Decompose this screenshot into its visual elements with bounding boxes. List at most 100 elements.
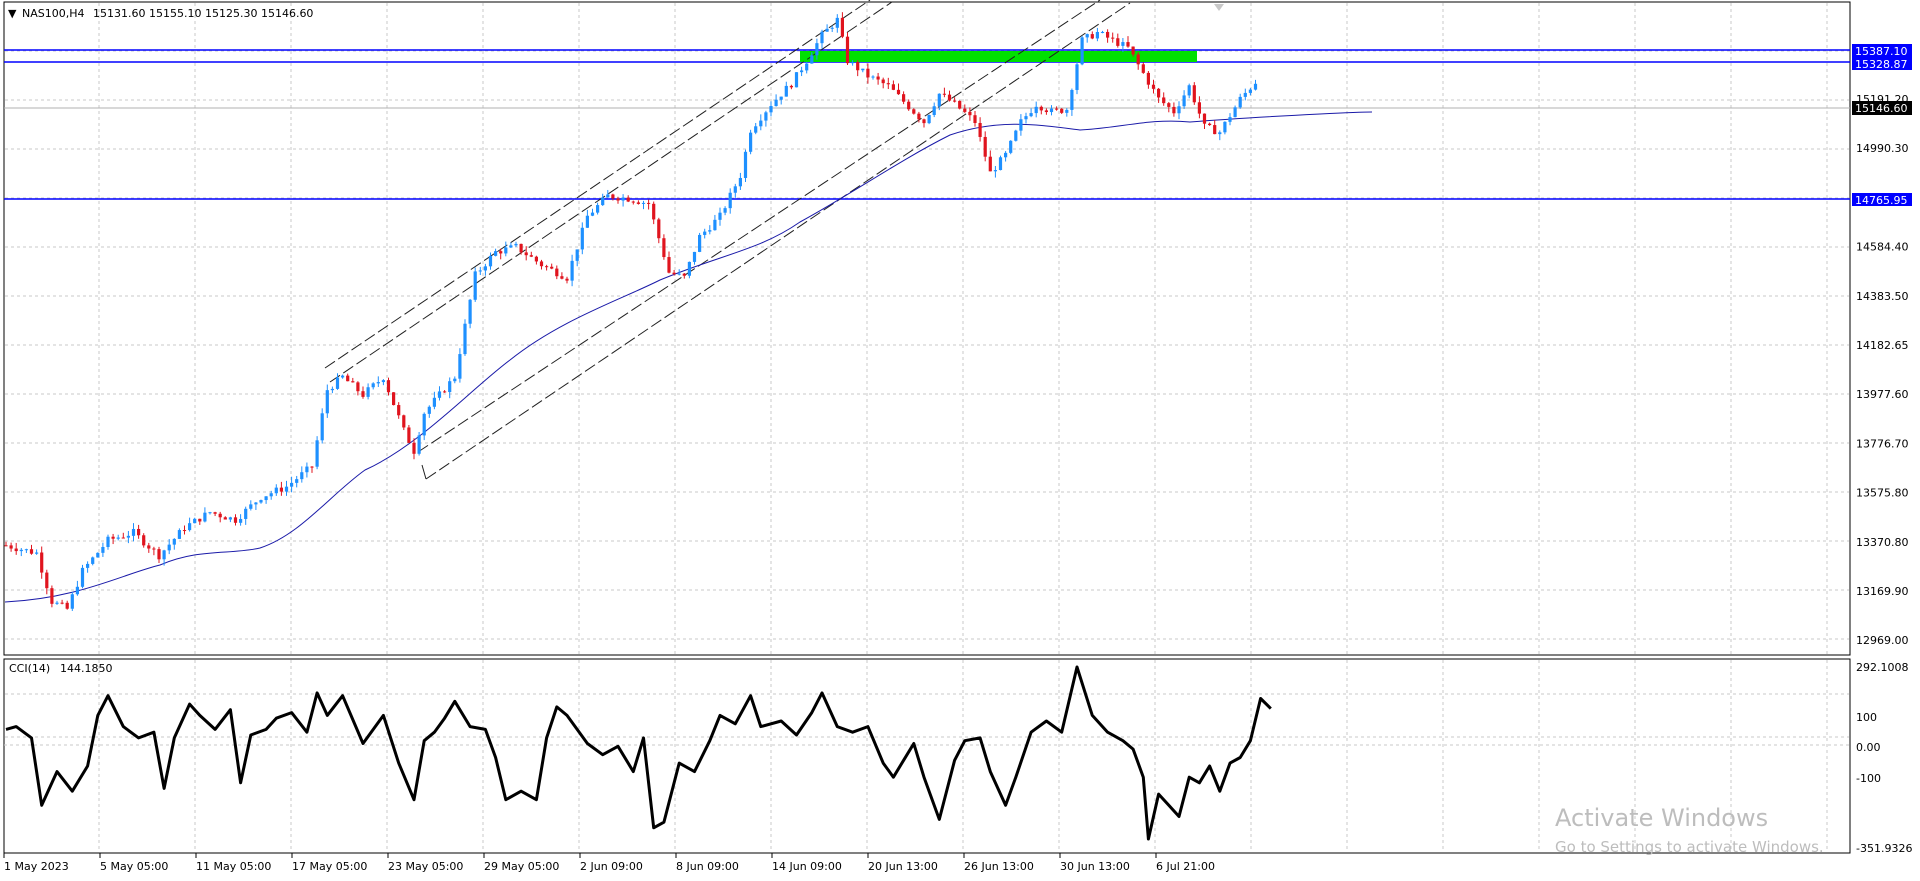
candle-body — [529, 255, 533, 257]
candle-body — [1100, 31, 1105, 33]
price-tag-line3: 14765.95 — [1855, 194, 1908, 207]
candle-body — [830, 27, 834, 29]
candle-body — [397, 405, 401, 416]
candle-body — [585, 215, 589, 228]
candle-body — [448, 381, 452, 393]
candle-body — [75, 586, 79, 595]
candle-body — [463, 323, 467, 355]
candle-body — [1167, 103, 1171, 107]
candle-body — [40, 552, 44, 573]
candle-body — [24, 549, 28, 551]
candle-body — [264, 496, 268, 501]
candle-body — [545, 266, 549, 268]
candle-body — [1233, 107, 1237, 118]
candle-body — [315, 440, 319, 467]
symbol-label: NAS100,H4 — [22, 7, 85, 20]
candle-body — [657, 219, 661, 239]
candlesticks[interactable] — [4, 12, 1258, 611]
candle-body — [611, 194, 615, 199]
moving-average-line[interactable] — [4, 111, 1373, 603]
candle-body — [590, 212, 595, 216]
candle-body — [641, 202, 646, 204]
channel-upper[interactable] — [324, 0, 893, 383]
candle-body — [1172, 106, 1176, 114]
candle-body — [249, 504, 253, 509]
candle-body — [407, 427, 411, 443]
candle-body — [330, 388, 334, 391]
resistance-zone[interactable] — [800, 51, 1197, 62]
candle-body — [754, 126, 758, 133]
candle-body — [825, 28, 829, 32]
candle-body — [131, 528, 136, 536]
candle-body — [483, 266, 487, 271]
candle-body — [998, 157, 1003, 171]
candle-body — [386, 380, 391, 393]
candle-body — [713, 219, 717, 231]
time-axis-label: 8 Jun 09:00 — [676, 860, 739, 873]
candle-body — [876, 76, 880, 80]
candle-body — [300, 472, 304, 480]
candle-body — [228, 517, 232, 520]
candle-body — [1055, 108, 1059, 110]
candle-body — [1228, 117, 1232, 122]
candle-body — [193, 518, 197, 524]
candle-body — [1151, 84, 1156, 89]
candle-body — [1187, 85, 1191, 96]
price-axis-label: 14182.65 — [1856, 339, 1909, 352]
scroll-marker-icon[interactable] — [1214, 4, 1224, 11]
candle-body — [203, 512, 207, 522]
candle-body — [575, 249, 579, 261]
candle-body — [1029, 113, 1033, 117]
chart-menu-triangle-icon[interactable]: ▼ — [8, 7, 17, 20]
candle-body — [310, 466, 314, 468]
time-axis-label: 6 Jul 21:00 — [1156, 860, 1215, 873]
candle-body — [902, 94, 906, 102]
candle-body — [244, 508, 248, 519]
candle-body — [325, 390, 329, 414]
candle-body — [1019, 119, 1023, 131]
candle-body — [759, 120, 763, 127]
price-pane[interactable] — [3, 1, 1851, 656]
candle-body — [305, 466, 309, 473]
candle-body — [478, 270, 482, 272]
candle-body — [891, 84, 895, 90]
candle-body — [126, 535, 130, 538]
cci-pane[interactable] — [3, 658, 1851, 854]
cci-line[interactable] — [5, 665, 1272, 841]
price-tag-current: 15146.60 — [1855, 102, 1908, 115]
candle-body — [922, 119, 926, 124]
channel-lower[interactable] — [417, 0, 1131, 480]
time-axis-label: 5 May 05:00 — [100, 860, 168, 873]
candle-body — [912, 109, 916, 114]
candle-body — [749, 132, 753, 152]
candle-body — [137, 528, 141, 536]
candle-body — [769, 106, 773, 113]
price-tag-current-bg — [1852, 101, 1912, 115]
candle-body — [1177, 106, 1181, 114]
candle-body — [631, 201, 635, 203]
candle-body — [4, 545, 8, 547]
candle-body — [361, 391, 365, 397]
activate-windows-title: Activate Windows — [1555, 804, 1768, 832]
candle-body — [805, 63, 809, 71]
candle-body — [116, 537, 120, 539]
candle-body — [488, 255, 493, 267]
candle-body — [1106, 31, 1110, 38]
candle-body — [1136, 54, 1140, 65]
channel-anchor — [421, 464, 427, 480]
candle-body — [835, 17, 839, 28]
candle-body — [1024, 116, 1028, 120]
candle-body — [886, 83, 890, 85]
candle-body — [616, 198, 620, 201]
candle-body — [86, 563, 90, 568]
candle-body — [800, 70, 804, 73]
time-axis-label: 14 Jun 09:00 — [772, 860, 842, 873]
candle-body — [70, 594, 74, 609]
candle-body — [91, 557, 95, 564]
time-axis-label: 17 May 05:00 — [292, 860, 367, 873]
candle-body — [784, 85, 788, 97]
candle-body — [417, 435, 421, 454]
candle-body — [172, 538, 176, 545]
candle-body — [779, 96, 783, 100]
